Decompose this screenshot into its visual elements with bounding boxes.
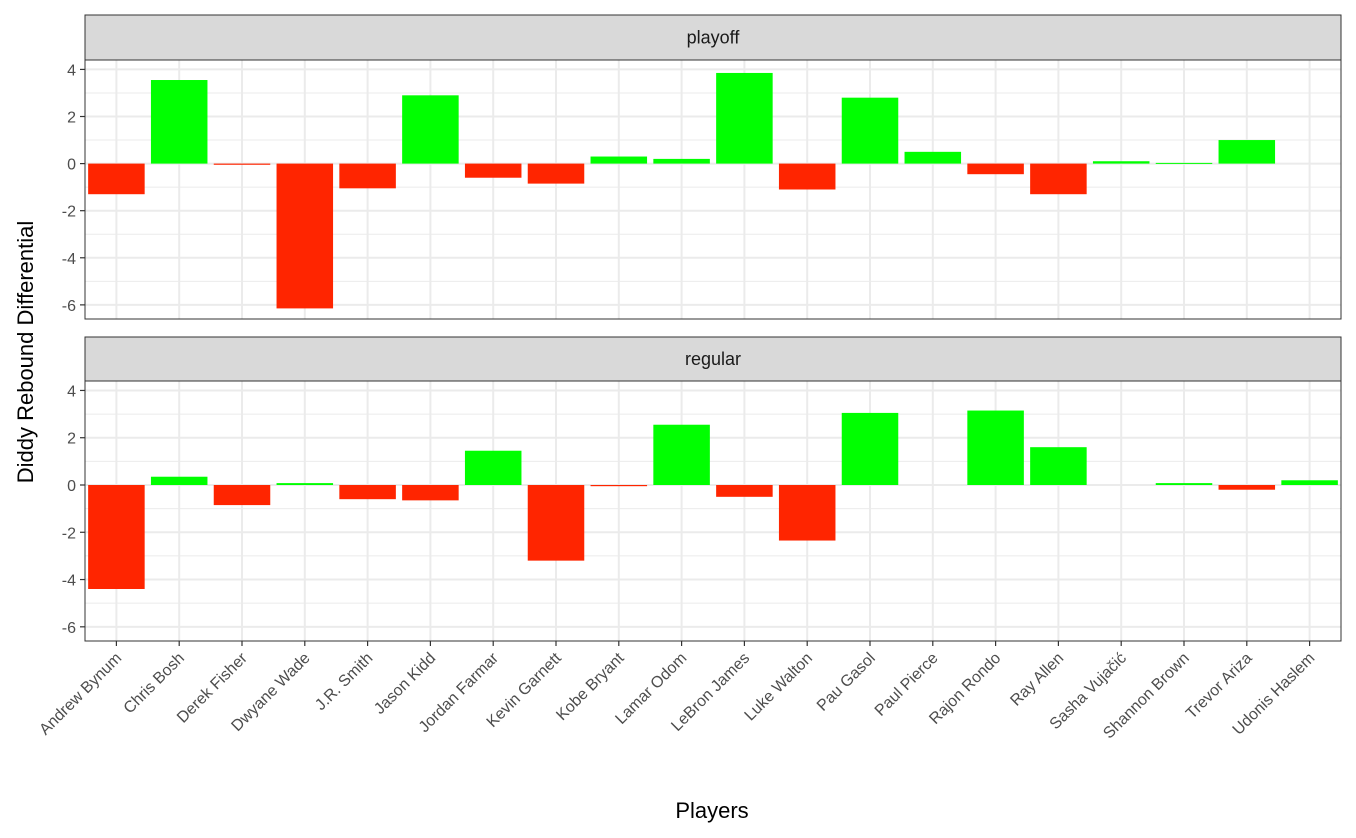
bar-playoff-pau-gasol <box>841 97 899 164</box>
y-tick-label: -4 <box>62 251 76 268</box>
facet-strip-label: regular <box>685 349 741 369</box>
y-tick-label: 0 <box>67 157 76 174</box>
x-tick-label: Chris Bosh <box>121 650 188 717</box>
bar-regular-derek-fisher <box>213 485 271 506</box>
y-axis-title: Diddy Rebound Differential <box>13 221 38 484</box>
bar-playoff-andrew-bynum <box>88 163 145 195</box>
x-tick-label: Luke Walton <box>742 650 816 724</box>
panel-border <box>84 380 1342 642</box>
bar-regular-andrew-bynum <box>88 485 145 589</box>
y-tick-label: -6 <box>62 620 76 637</box>
bar-playoff-shannon-brown <box>1155 162 1213 164</box>
bar-playoff-luke-walton <box>778 163 836 190</box>
x-tick-label: J.R. Smith <box>312 650 376 714</box>
bar-playoff-jordan-farmar <box>464 163 522 178</box>
x-axis-title: Players <box>675 798 748 823</box>
bar-playoff-kevin-garnett <box>527 163 585 184</box>
bar-playoff-kobe-bryant <box>590 156 648 164</box>
bar-playoff-j-r-smith <box>339 163 396 189</box>
y-tick-label: 2 <box>67 110 76 127</box>
facets-layer: playoff -6 -4 -2 0 2 4 regular -6 -4 -2 0 2 4 <box>62 14 1342 642</box>
x-tick-label: Jason Kidd <box>371 650 439 718</box>
bar-playoff-lamar-odom <box>653 158 710 164</box>
x-tick-label: Paul Pierce <box>872 650 942 720</box>
bar-regular-trevor-ariza <box>1218 485 1276 490</box>
facet-strip <box>84 14 1342 61</box>
bar-regular-jordan-farmar <box>464 450 522 485</box>
bar-regular-rajon-rondo <box>967 410 1024 485</box>
bar-playoff-rajon-rondo <box>967 163 1024 175</box>
y-tick-label: -2 <box>62 525 76 542</box>
bar-regular-jason-kidd <box>402 485 459 501</box>
bar-regular-shannon-brown <box>1155 483 1213 485</box>
panel-border <box>84 59 1342 320</box>
bar-playoff-derek-fisher <box>213 163 271 165</box>
y-tick-label: -4 <box>62 573 76 590</box>
facet-strip-label: playoff <box>687 28 741 48</box>
bar-regular-kevin-garnett <box>527 485 585 561</box>
bar-playoff-sasha-vuja-i- <box>1092 161 1150 164</box>
panel-background <box>85 60 1341 319</box>
x-tick-label: Andrew Bynum <box>36 650 125 739</box>
y-tick-label: -2 <box>62 204 76 221</box>
bar-regular-lamar-odom <box>653 424 710 485</box>
x-tick-label: Pau Gasol <box>814 650 879 715</box>
y-tick-label: -6 <box>62 298 76 315</box>
x-tick-label: Ray Allen <box>1007 650 1067 710</box>
y-tick-label: 4 <box>67 62 76 79</box>
bar-regular-pau-gasol <box>841 412 899 485</box>
bar-regular-j-r-smith <box>339 485 396 500</box>
panel-background <box>85 381 1341 641</box>
bar-playoff-paul-pierce <box>904 151 962 164</box>
bar-playoff-chris-bosh <box>150 80 208 164</box>
bar-regular-udonis-haslem <box>1281 480 1338 485</box>
bar-regular-luke-walton <box>778 485 836 541</box>
bar-playoff-lebron-james <box>716 72 773 164</box>
bar-playoff-trevor-ariza <box>1218 140 1276 164</box>
facet-panel-regular: regular -6 -4 -2 0 2 4 <box>62 336 1342 642</box>
bar-regular-ray-allen <box>1030 447 1087 485</box>
facet-panel-playoff: playoff -6 -4 -2 0 2 4 <box>62 14 1342 320</box>
bar-regular-lebron-james <box>716 485 773 497</box>
bar-playoff-dwyane-wade <box>276 163 334 309</box>
bar-regular-chris-bosh <box>150 476 208 485</box>
y-tick-label: 0 <box>67 478 76 495</box>
bar-regular-dwyane-wade <box>276 483 334 485</box>
y-tick-label: 2 <box>67 431 76 448</box>
bar-playoff-jason-kidd <box>402 95 459 164</box>
bar-regular-kobe-bryant <box>590 485 648 487</box>
y-tick-label: 4 <box>67 383 76 400</box>
bar-playoff-ray-allen <box>1030 163 1087 195</box>
